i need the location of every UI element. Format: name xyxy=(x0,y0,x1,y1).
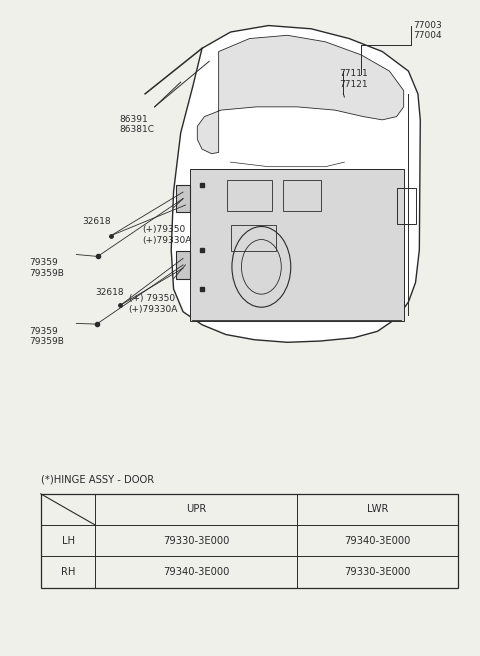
Text: 79330-3E000: 79330-3E000 xyxy=(163,536,229,546)
Text: RH: RH xyxy=(61,567,75,577)
Text: 77003
77004: 77003 77004 xyxy=(413,21,442,41)
Bar xyxy=(41,494,458,588)
Polygon shape xyxy=(176,185,190,213)
Text: 79359
79359B: 79359 79359B xyxy=(29,327,64,346)
Text: LWR: LWR xyxy=(367,504,388,514)
Polygon shape xyxy=(176,251,190,279)
Text: 32618: 32618 xyxy=(83,217,111,226)
Text: (*)HINGE ASSY - DOOR: (*)HINGE ASSY - DOOR xyxy=(41,474,154,484)
Polygon shape xyxy=(190,169,404,321)
Bar xyxy=(396,188,416,224)
Text: 79340-3E000: 79340-3E000 xyxy=(163,567,229,577)
Polygon shape xyxy=(171,26,420,342)
Bar xyxy=(227,180,272,211)
Text: 79359
79359B: 79359 79359B xyxy=(29,258,64,277)
Text: LH: LH xyxy=(61,536,74,546)
Text: 86391
86381C: 86391 86381C xyxy=(119,115,154,134)
Text: 79330-3E000: 79330-3E000 xyxy=(345,567,411,577)
Polygon shape xyxy=(197,35,404,154)
Text: UPR: UPR xyxy=(186,504,206,514)
Text: (+) 79350
(+)79330A: (+) 79350 (+)79330A xyxy=(129,294,178,314)
Text: 79340-3E000: 79340-3E000 xyxy=(345,536,411,546)
Text: (+)79350
(+)79330A: (+)79350 (+)79330A xyxy=(143,225,192,245)
Bar xyxy=(283,180,321,211)
Text: 32618: 32618 xyxy=(96,288,124,297)
Text: 77111
77121: 77111 77121 xyxy=(340,69,368,89)
Bar xyxy=(230,225,276,251)
